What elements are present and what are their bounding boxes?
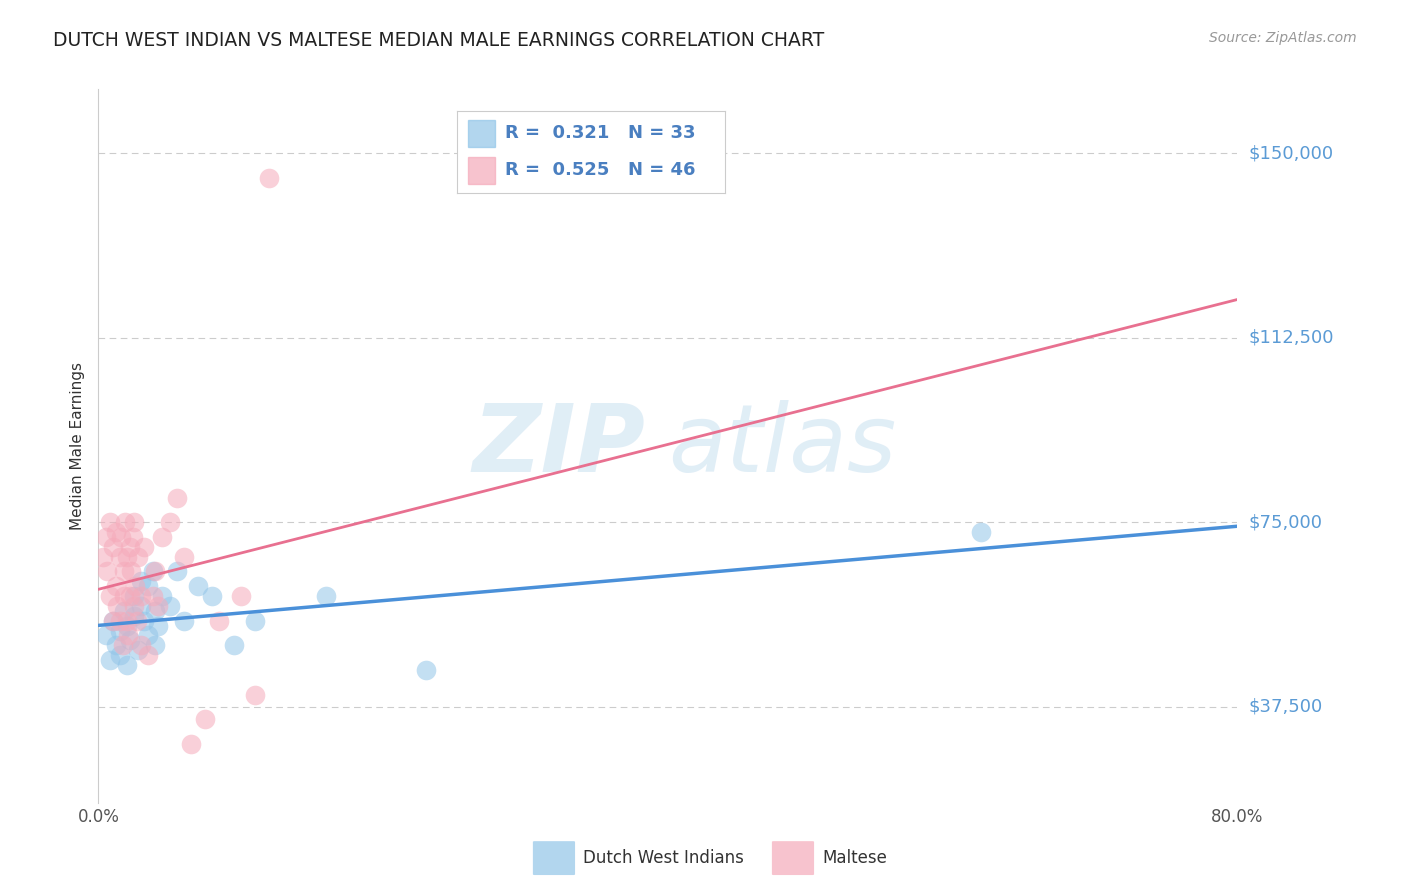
Text: DUTCH WEST INDIAN VS MALTESE MEDIAN MALE EARNINGS CORRELATION CHART: DUTCH WEST INDIAN VS MALTESE MEDIAN MALE…	[53, 31, 825, 50]
Point	[122, 599, 145, 613]
Point	[129, 638, 152, 652]
Point	[136, 648, 159, 662]
Point	[125, 614, 148, 628]
Text: Source: ZipAtlas.com: Source: ZipAtlas.com	[1209, 31, 1357, 45]
Point	[114, 516, 136, 530]
Point	[121, 530, 143, 544]
Point	[118, 633, 141, 648]
Point	[120, 565, 142, 579]
Point	[115, 549, 138, 564]
Point	[415, 663, 437, 677]
Point	[148, 618, 170, 632]
Point	[108, 648, 131, 662]
Point	[180, 737, 202, 751]
Text: Maltese: Maltese	[823, 849, 887, 867]
Point	[129, 599, 152, 613]
Point	[122, 589, 145, 603]
Point	[101, 614, 124, 628]
Point	[243, 614, 266, 628]
Point	[148, 599, 170, 613]
Text: atlas: atlas	[668, 401, 896, 491]
Point	[152, 589, 174, 603]
Point	[124, 579, 146, 593]
Point	[115, 614, 138, 628]
Point	[970, 525, 993, 540]
Point	[136, 579, 159, 593]
Point	[159, 516, 181, 530]
Point	[127, 549, 149, 564]
Point	[152, 530, 174, 544]
Point	[108, 624, 131, 638]
Point	[118, 540, 141, 554]
Point	[159, 599, 181, 613]
Point	[166, 565, 188, 579]
Point	[104, 579, 127, 593]
Point	[108, 549, 131, 564]
Point	[111, 638, 134, 652]
Point	[105, 599, 128, 613]
Text: $37,500: $37,500	[1249, 698, 1323, 716]
Point	[110, 530, 132, 544]
Point	[173, 549, 195, 564]
Point	[222, 638, 245, 652]
Point	[173, 614, 195, 628]
Point	[115, 658, 138, 673]
Point	[122, 608, 145, 623]
Point	[259, 170, 281, 185]
Point	[208, 614, 231, 628]
Point	[145, 638, 167, 652]
Point	[104, 525, 127, 540]
Point	[145, 604, 167, 618]
Point	[96, 565, 118, 579]
Point	[91, 549, 114, 564]
Point	[166, 491, 188, 505]
Point	[122, 516, 145, 530]
Point	[141, 589, 163, 603]
Point	[104, 638, 127, 652]
Text: $75,000: $75,000	[1249, 513, 1323, 532]
Point	[98, 589, 121, 603]
Point	[112, 565, 135, 579]
Point	[141, 565, 163, 579]
Point	[94, 530, 117, 544]
Text: $150,000: $150,000	[1249, 145, 1333, 162]
Point	[132, 614, 155, 628]
Point	[112, 589, 135, 603]
Y-axis label: Median Male Earnings: Median Male Earnings	[70, 362, 86, 530]
Point	[98, 516, 121, 530]
Point	[129, 574, 152, 589]
Point	[194, 712, 217, 726]
Point	[115, 618, 138, 632]
Point	[94, 628, 117, 642]
Point	[136, 628, 159, 642]
Point	[243, 688, 266, 702]
Point	[117, 628, 139, 642]
Point	[112, 604, 135, 618]
Text: ZIP: ZIP	[472, 400, 645, 492]
Point	[132, 540, 155, 554]
Point	[118, 589, 141, 603]
Text: Dutch West Indians: Dutch West Indians	[583, 849, 744, 867]
Point	[229, 589, 252, 603]
Point	[101, 540, 124, 554]
Point	[108, 614, 131, 628]
Point	[98, 653, 121, 667]
Point	[315, 589, 337, 603]
Point	[127, 643, 149, 657]
Point	[187, 579, 209, 593]
Point	[145, 565, 167, 579]
Point	[201, 589, 224, 603]
Point	[129, 589, 152, 603]
Text: $112,500: $112,500	[1249, 329, 1334, 347]
Point	[101, 614, 124, 628]
